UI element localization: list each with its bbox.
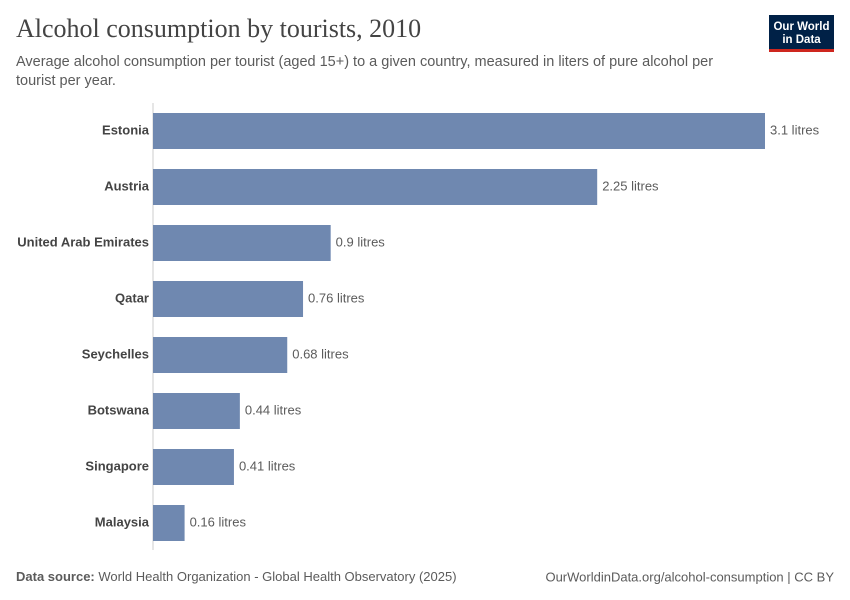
- chart-subtitle: Average alcohol consumption per tourist …: [16, 54, 714, 89]
- value-label: 3.1 litres: [770, 122, 820, 137]
- value-label: 0.41 litres: [239, 458, 296, 473]
- footer-source: Data source: World Health Organization -…: [16, 569, 457, 584]
- y-tick-label: Seychelles: [82, 346, 149, 361]
- source-label: Data source:: [16, 569, 95, 584]
- bar: [153, 281, 304, 317]
- y-tick-label: Malaysia: [95, 514, 150, 529]
- source-text: World Health Organization - Global Healt…: [98, 569, 456, 584]
- value-label: 0.68 litres: [292, 346, 349, 361]
- value-label: 0.44 litres: [245, 402, 302, 417]
- bar: [153, 337, 288, 373]
- y-tick-label: Austria: [104, 178, 150, 193]
- bar: [153, 225, 331, 261]
- value-label: 0.76 litres: [308, 290, 365, 305]
- bar: [153, 449, 234, 485]
- value-label: 2.25 litres: [602, 178, 659, 193]
- y-tick-label: Estonia: [102, 122, 150, 137]
- footer-url: OurWorldinData.org/alcohol-consumption |…: [545, 569, 834, 584]
- chart-title: Alcohol consumption by tourists, 2010: [16, 14, 422, 43]
- logo-stripe: [769, 49, 834, 52]
- bar: [153, 505, 185, 541]
- value-label: 0.9 litres: [336, 234, 386, 249]
- logo-box: [769, 15, 834, 52]
- y-tick-label: Singapore: [85, 458, 149, 473]
- bar: [153, 393, 240, 429]
- bar: [153, 169, 598, 205]
- bar: [153, 113, 765, 149]
- logo-text: Our World: [773, 21, 829, 33]
- y-tick-label: United Arab Emirates: [17, 234, 149, 249]
- logo-text: in Data: [782, 34, 821, 46]
- y-tick-label: Qatar: [115, 290, 149, 305]
- y-tick-label: Botswana: [88, 402, 150, 417]
- value-label: 0.16 litres: [190, 514, 247, 529]
